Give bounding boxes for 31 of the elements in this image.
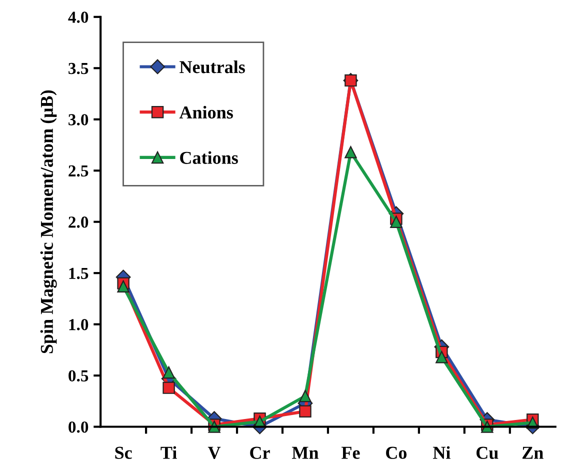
y-tick-label: 2.5 <box>68 165 88 177</box>
x-tick-label: Ti <box>160 446 177 459</box>
x-tick-label: Mn <box>292 446 319 459</box>
x-tick-label: Co <box>386 446 407 459</box>
point <box>299 390 312 402</box>
point <box>299 405 312 418</box>
legend-label: Anions <box>179 106 233 119</box>
y-tick-label: 1.5 <box>69 268 88 280</box>
y-tick-label: 2.0 <box>68 216 88 228</box>
legend-label: Neutrals <box>180 60 245 74</box>
x-tick-label: Zn <box>522 446 544 459</box>
x-tick-label: Fe <box>342 446 360 459</box>
point <box>162 366 175 379</box>
x-tick-label: Cu <box>476 446 498 459</box>
x-tick-label: Sc <box>115 446 132 459</box>
x-tick-label: V <box>208 446 221 460</box>
point <box>436 350 448 364</box>
x-tick-label: Cr <box>250 446 270 459</box>
y-tick-label: 0.5 <box>68 370 88 382</box>
point <box>162 382 175 394</box>
y-tick-label: 4.0 <box>68 12 88 23</box>
y-tick-label: 3.5 <box>68 62 88 74</box>
point <box>390 216 402 228</box>
y-tick-label: 1.0 <box>69 319 88 330</box>
point <box>344 146 357 158</box>
point <box>117 280 130 292</box>
y-axis-title: Spin Magnetic Moment/atom (μB) <box>40 90 57 354</box>
y-tick-label: 0.0 <box>68 421 88 433</box>
x-tick-label: Ni <box>433 446 450 459</box>
legend-label: Cations <box>180 151 238 164</box>
y-tick-label: 3.0 <box>68 114 88 126</box>
